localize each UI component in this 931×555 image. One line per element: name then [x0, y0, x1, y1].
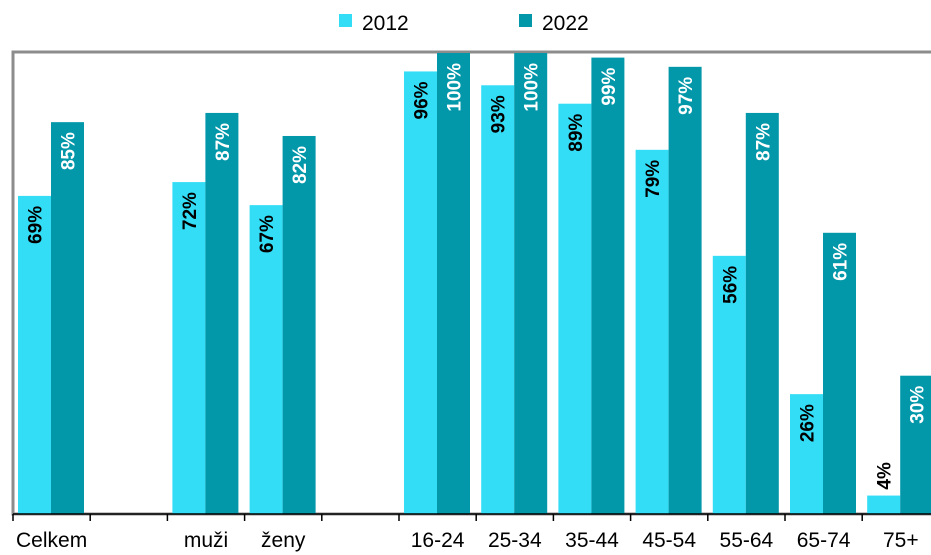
x-tick-label-3: ženy [261, 529, 306, 552]
data-label-2022-10: 61% [831, 243, 852, 281]
x-tick-label-8: 45-54 [642, 529, 696, 552]
data-label-2012-3: 67% [257, 215, 278, 253]
data-label-2022-5: 100% [445, 63, 466, 112]
data-label-2022-9: 87% [753, 123, 774, 161]
bar-2012-10 [790, 394, 823, 514]
data-label-2012-10: 26% [798, 404, 819, 442]
x-tick-label-7: 35-44 [565, 529, 619, 552]
data-labels-group: 69% 85% 72% 87% 67% 82% 96% 100% 93% 100% 89% 99% 79… [26, 63, 929, 490]
x-tick-label-10: 65-74 [797, 529, 851, 552]
data-label-2022-8: 97% [676, 77, 697, 115]
bar-2022-10 [823, 232, 856, 515]
x-tick-label-2: muži [184, 529, 228, 552]
bars-group [18, 53, 931, 515]
data-label-2022-11: 30% [908, 386, 929, 424]
bar-2022-2 [205, 112, 239, 515]
bar-2022-7 [591, 57, 625, 515]
x-tick-label-9: 55-64 [720, 529, 774, 552]
x-tick-label-6: 25-34 [488, 529, 542, 552]
legend-swatch-2012 [339, 14, 352, 27]
bar-2022-5 [437, 53, 470, 514]
data-label-2022-6: 100% [522, 63, 543, 112]
bar-2022-11 [900, 375, 931, 514]
legend-label-2022: 2022 [542, 12, 589, 35]
bar-2012-11 [867, 495, 901, 514]
legend: 2012 2022 [339, 12, 589, 35]
data-label-2012-0: 69% [26, 206, 47, 244]
bar-2022-9 [745, 112, 779, 515]
bar-2022-6 [514, 53, 548, 514]
data-label-2022-7: 99% [599, 68, 620, 106]
bar-2012-7 [558, 103, 592, 515]
x-tick-label-11: 75+ [883, 529, 919, 552]
data-label-2012-11: 4% [875, 462, 896, 490]
data-label-2012-7: 89% [566, 114, 587, 152]
data-label-2012-9: 56% [720, 266, 741, 304]
x-tick-label-5: 16-24 [411, 529, 465, 552]
data-label-2022-2: 87% [213, 123, 234, 161]
bar-2022-8 [668, 66, 702, 514]
data-label-2012-8: 79% [643, 160, 664, 198]
data-label-2012-5: 96% [412, 81, 433, 119]
data-label-2022-3: 82% [290, 146, 311, 184]
data-label-2012-6: 93% [489, 95, 510, 133]
bar-2022-3 [282, 135, 316, 515]
bar-2012-5 [404, 71, 437, 514]
bar-2022-0 [51, 122, 84, 515]
bar-2012-8 [635, 149, 669, 514]
legend-swatch-2022 [519, 14, 532, 27]
data-label-2012-2: 72% [180, 192, 201, 230]
bar-2012-0 [18, 195, 51, 514]
bar-2012-3 [249, 205, 283, 514]
bar-2012-6 [481, 85, 515, 515]
x-axis-ticks [12, 514, 863, 521]
legend-label-2012: 2012 [362, 12, 409, 35]
data-label-2022-0: 85% [59, 132, 80, 170]
bar-2012-2 [172, 182, 206, 514]
x-axis-labels: Celkem muži ženy 16-24 25-34 35-44 45-54 55-64 6… [16, 529, 919, 552]
x-tick-label-0: Celkem [16, 529, 87, 552]
bar-2012-9 [712, 255, 746, 514]
